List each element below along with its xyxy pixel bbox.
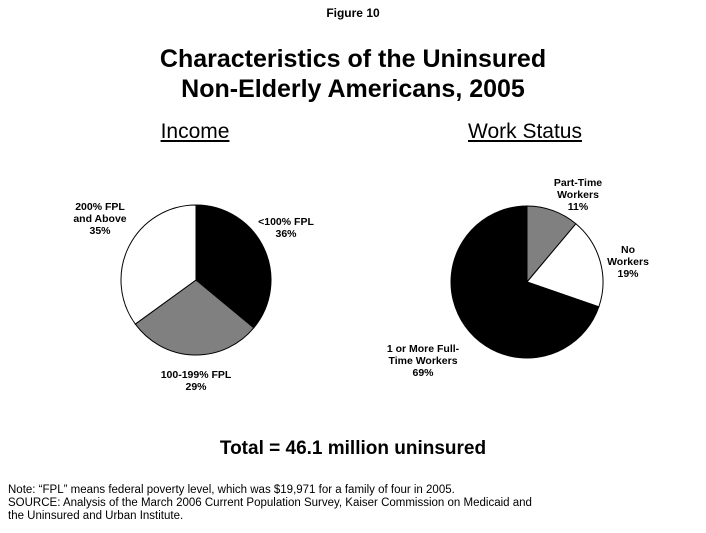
pie-slice <box>195 204 272 329</box>
source-line-2: the Uninsured and Urban Institute. <box>8 510 184 522</box>
slice-label: <100% FPL 36% <box>258 216 314 240</box>
title-line-2: Non-Elderly Americans, 2005 <box>181 75 525 103</box>
page-title: Characteristics of the Uninsured Non-Eld… <box>0 44 706 104</box>
note-line-1: Note: “FPL” means federal poverty level,… <box>8 484 455 496</box>
pie-slice <box>526 223 604 308</box>
work-status-chart-title: Work Status <box>468 120 582 143</box>
work-status-pie: Part-Time Workers 11%No Workers 19% 1 or More… <box>387 177 649 379</box>
income-chart-title: Income <box>160 120 230 143</box>
slice-label: 200% FPL and Above 35% <box>73 201 126 237</box>
slice-label: No Workers 19% <box>607 244 649 280</box>
figure-label: Figure 10 <box>326 6 380 20</box>
title-line-1: Characteristics of the Uninsured <box>159 45 547 73</box>
slice-label: 100-199% FPL 29% <box>161 369 232 393</box>
pie-slice <box>134 279 255 356</box>
income-pie: <100% FPL 36% 100-199% FPL 29% 200% FPL and A… <box>73 201 314 393</box>
source-notes: Note: “FPL” means federal poverty level,… <box>8 484 698 523</box>
pie-slice <box>120 204 197 325</box>
pie-slice <box>450 205 600 359</box>
slice-label: Part-Time Workers 11% <box>554 177 602 213</box>
total-uninsured: Total = 46.1 million uninsured <box>219 438 487 459</box>
slice-label: 1 or More Full-Time Workers 69% <box>387 343 460 379</box>
source-line-1: SOURCE: Analysis of the March 2006 Curre… <box>8 497 532 509</box>
